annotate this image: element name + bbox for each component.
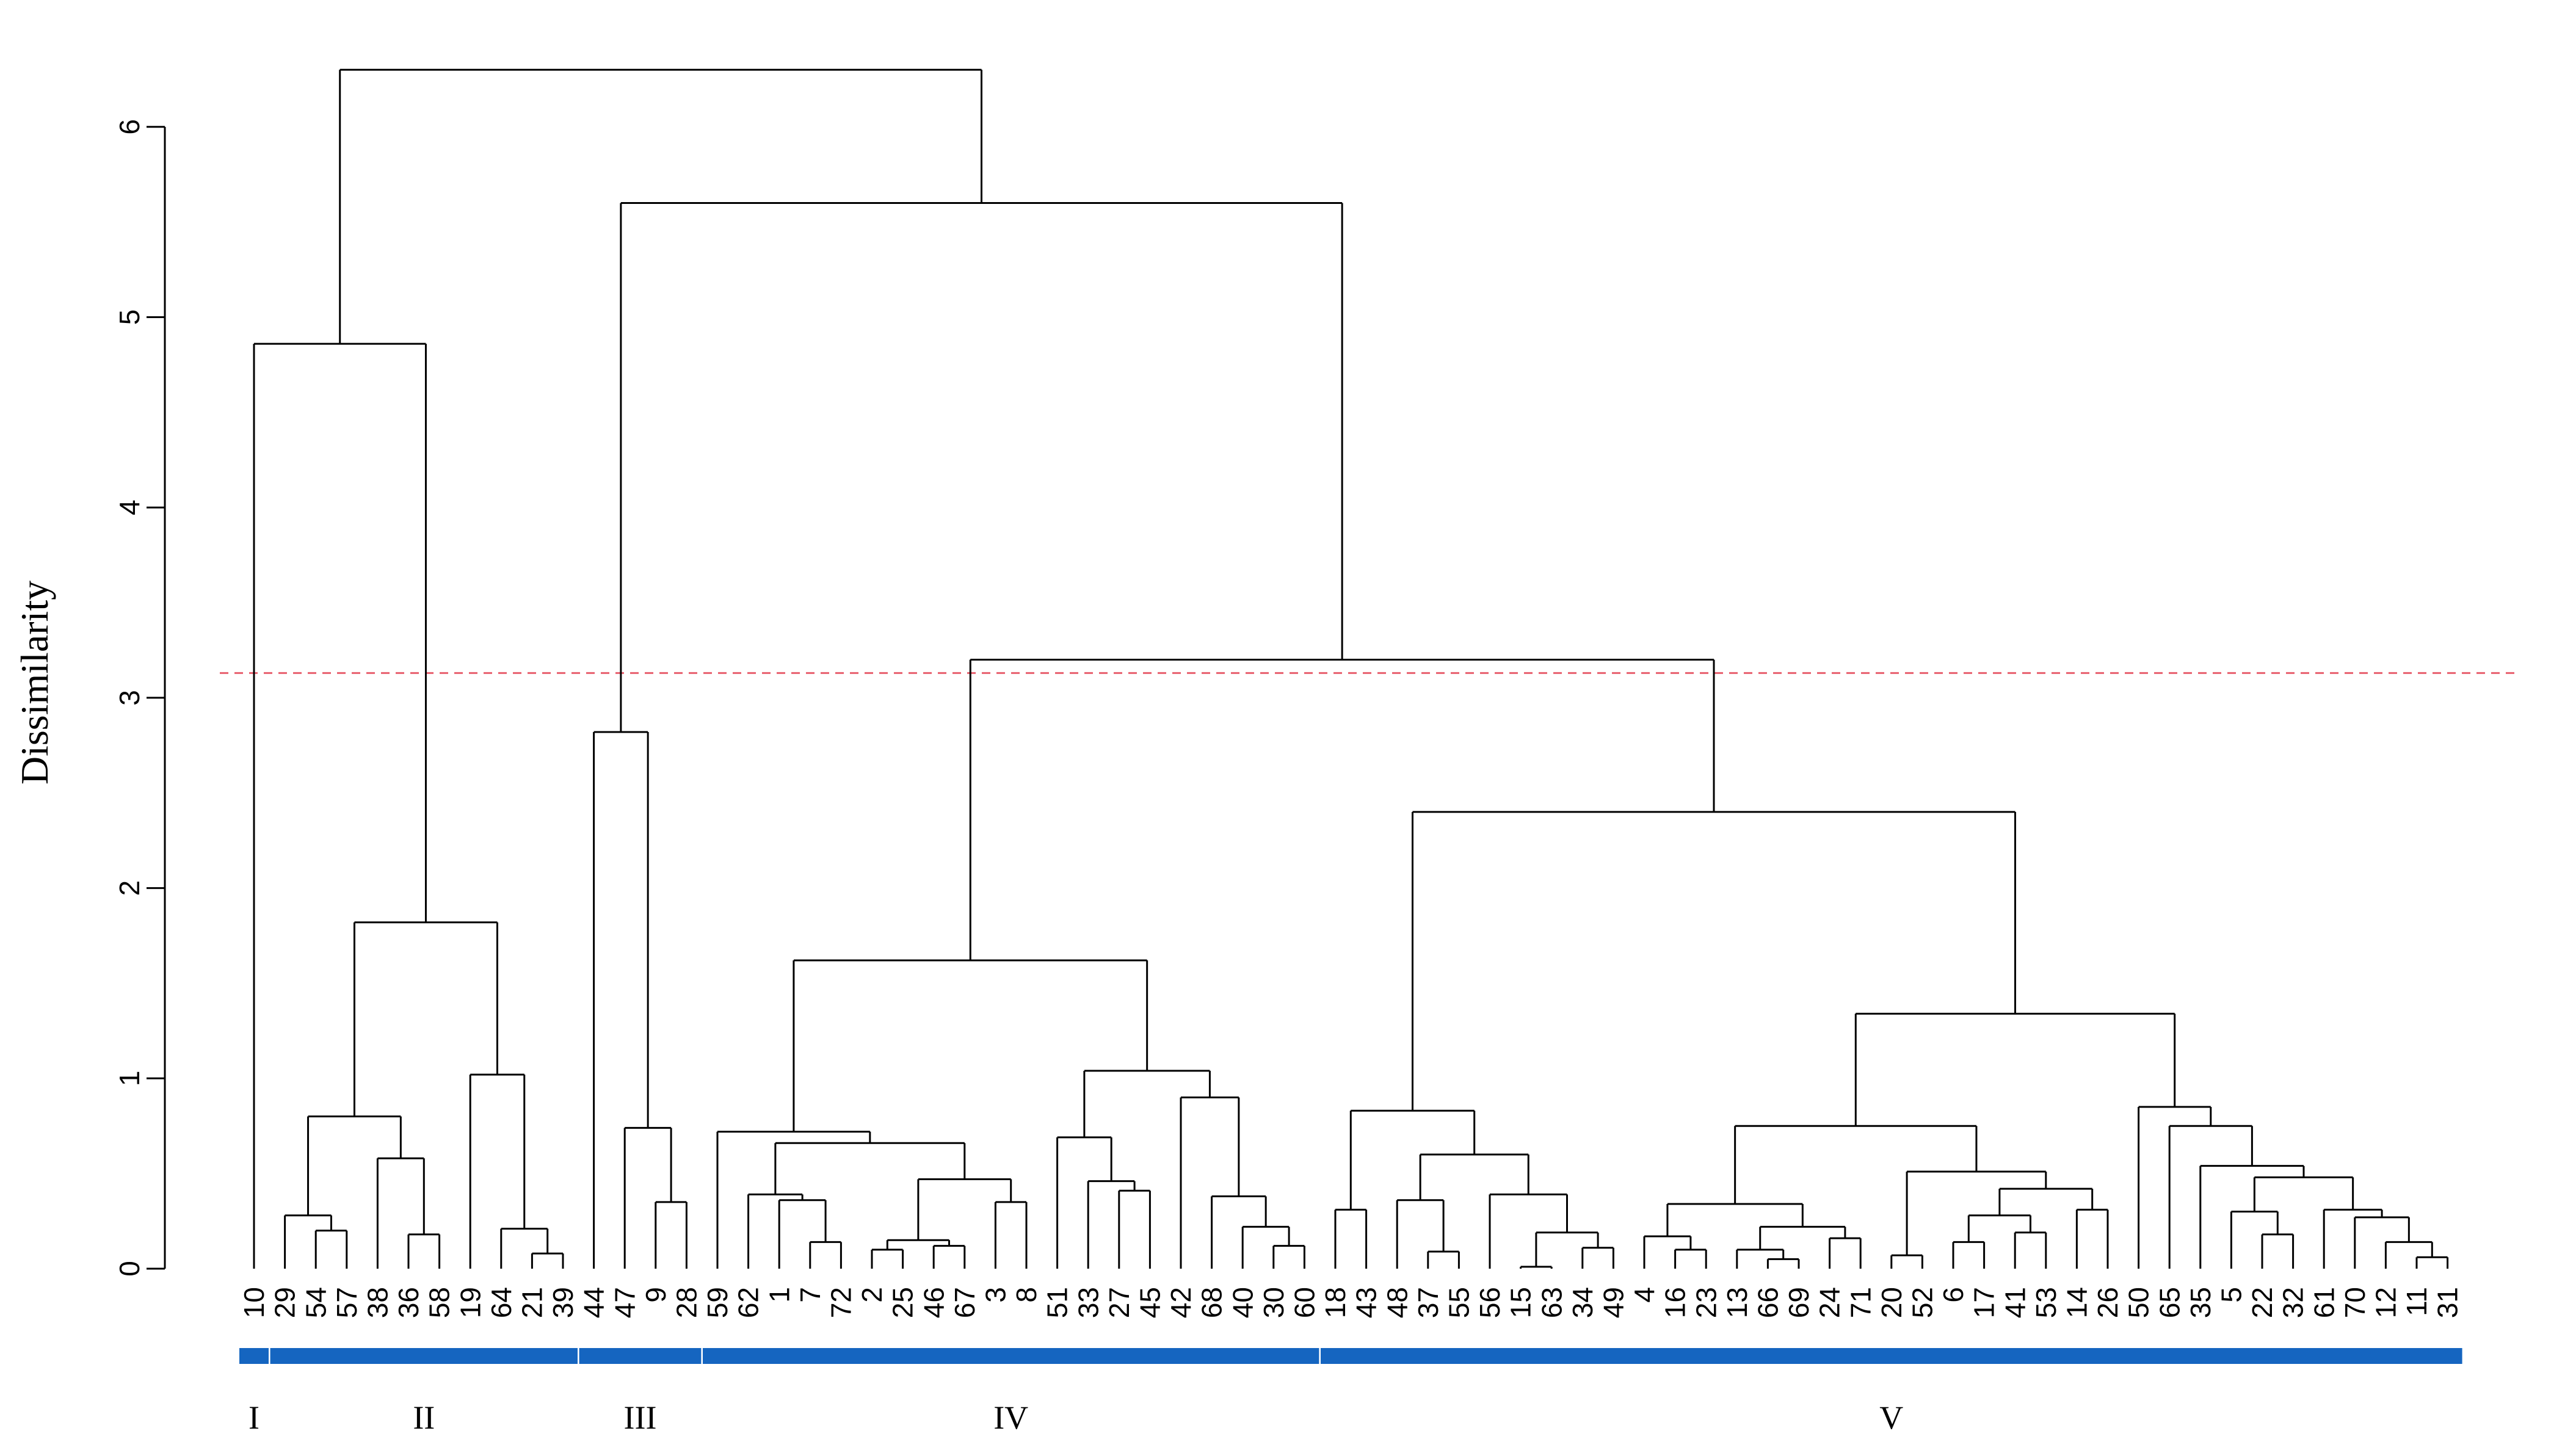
leaf-label: 64	[485, 1287, 517, 1318]
leaf-label: 49	[1598, 1287, 1630, 1318]
leaf-label: 17	[1968, 1287, 2000, 1318]
leaf-label: 2	[856, 1287, 888, 1303]
leaf-label: 43	[1351, 1287, 1382, 1318]
leaf-label: 33	[1072, 1287, 1104, 1318]
leaf-label: 57	[331, 1287, 363, 1318]
leaf-label: 30	[1258, 1287, 1290, 1318]
leaf-label: 66	[1752, 1287, 1784, 1318]
leaf-label: 56	[1474, 1287, 1506, 1318]
y-axis-label: Dissimilarity	[13, 581, 56, 785]
leaf-label: 8	[1010, 1287, 1042, 1303]
leaf-label: 34	[1567, 1287, 1598, 1318]
leaf-label: 7	[794, 1287, 826, 1303]
leaf-label: 11	[2401, 1287, 2433, 1316]
leaf-label: 52	[1907, 1287, 1939, 1318]
leaf-label: 29	[269, 1287, 301, 1318]
leaf-label: 40	[1227, 1287, 1258, 1318]
group-bar	[703, 1348, 1319, 1364]
group-label: II	[413, 1399, 435, 1436]
leaf-label: 3	[980, 1287, 1012, 1303]
leaf-label: 27	[1103, 1287, 1135, 1318]
group-bar	[579, 1348, 702, 1364]
leaf-label: 67	[949, 1287, 981, 1318]
y-tick-label: 6	[114, 119, 145, 135]
leaf-label: 48	[1381, 1287, 1413, 1318]
leaf-label: 45	[1134, 1287, 1166, 1318]
y-tick-label: 5	[114, 310, 145, 325]
leaf-label: 25	[887, 1287, 919, 1318]
leaf-label: 46	[918, 1287, 949, 1318]
leaf-label: 61	[2308, 1287, 2340, 1318]
leaf-label: 18	[1319, 1287, 1351, 1318]
leaf-label: 69	[1783, 1287, 1815, 1318]
group-bar	[239, 1348, 269, 1364]
leaf-label: 35	[2185, 1287, 2216, 1318]
dendrogram-links	[254, 70, 2448, 1269]
leaf-label: 24	[1814, 1287, 1846, 1318]
leaf-label: 41	[1999, 1287, 2031, 1318]
y-tick-label: 1	[114, 1071, 145, 1087]
leaf-label: 37	[1412, 1287, 1444, 1318]
leaf-label: 44	[578, 1287, 610, 1318]
leaf-label: 65	[2153, 1287, 2185, 1318]
leaf-label: 47	[609, 1287, 640, 1318]
leaf-label: 72	[825, 1287, 857, 1318]
leaf-label: 23	[1690, 1287, 1722, 1318]
leaf-label: 20	[1876, 1287, 1907, 1318]
leaf-label: 42	[1165, 1287, 1197, 1318]
group-label: I	[249, 1399, 259, 1436]
leaf-label: 63	[1536, 1287, 1567, 1318]
y-tick-label: 4	[114, 499, 145, 515]
leaf-label: 9	[640, 1287, 672, 1303]
leaf-label: 50	[2123, 1287, 2155, 1318]
leaf-label: 53	[2030, 1287, 2062, 1318]
group-label: V	[1879, 1399, 1903, 1436]
leaf-label: 16	[1660, 1287, 1691, 1318]
y-tick-label: 2	[114, 880, 145, 896]
group-bars	[239, 1348, 2462, 1364]
leaf-label: 58	[424, 1287, 455, 1318]
group-label: IV	[993, 1399, 1028, 1436]
leaf-label: 4	[1628, 1287, 1660, 1303]
leaf-label: 1	[763, 1287, 795, 1303]
y-tick-label: 0	[114, 1261, 145, 1277]
leaf-label: 31	[2432, 1287, 2464, 1318]
leaf-label: 36	[393, 1287, 424, 1318]
leaf-label: 26	[2092, 1287, 2124, 1318]
leaf-label: 55	[1443, 1287, 1475, 1318]
leaf-label: 15	[1505, 1287, 1537, 1318]
leaf-label: 38	[362, 1287, 394, 1318]
leaf-label: 10	[238, 1287, 270, 1318]
dendrogram-chart: 0123456 Dissimilarity 102954573836581964…	[0, 0, 2576, 1450]
leaf-label: 60	[1289, 1287, 1321, 1318]
group-label: III	[624, 1399, 657, 1436]
group-labels: I II III IV V	[249, 1399, 1903, 1436]
y-tick-label: 3	[114, 690, 145, 706]
leaf-label: 5	[2216, 1287, 2248, 1303]
leaf-labels: 1029545738365819642139444792859621772225…	[238, 1287, 2464, 1318]
leaf-label: 14	[2061, 1287, 2093, 1318]
leaf-label: 21	[517, 1287, 548, 1318]
leaf-label: 68	[1196, 1287, 1228, 1318]
y-axis: 0 1 2 3 4 5 6	[114, 119, 165, 1277]
leaf-label: 59	[702, 1287, 733, 1318]
leaf-label: 32	[2277, 1287, 2309, 1318]
leaf-label: 70	[2339, 1287, 2371, 1318]
group-bar	[270, 1348, 578, 1364]
leaf-label: 13	[1721, 1287, 1753, 1318]
leaf-label: 19	[454, 1287, 486, 1318]
leaf-label: 51	[1042, 1287, 1073, 1318]
leaf-label: 12	[2370, 1287, 2402, 1318]
leaf-label: 22	[2246, 1287, 2278, 1318]
group-bar	[1321, 1348, 2462, 1364]
leaf-label: 62	[733, 1287, 764, 1318]
leaf-label: 71	[1845, 1287, 1876, 1318]
leaf-label: 28	[671, 1287, 703, 1318]
leaf-label: 6	[1937, 1287, 1969, 1303]
leaf-label: 54	[300, 1287, 332, 1318]
leaf-label: 39	[547, 1287, 579, 1318]
